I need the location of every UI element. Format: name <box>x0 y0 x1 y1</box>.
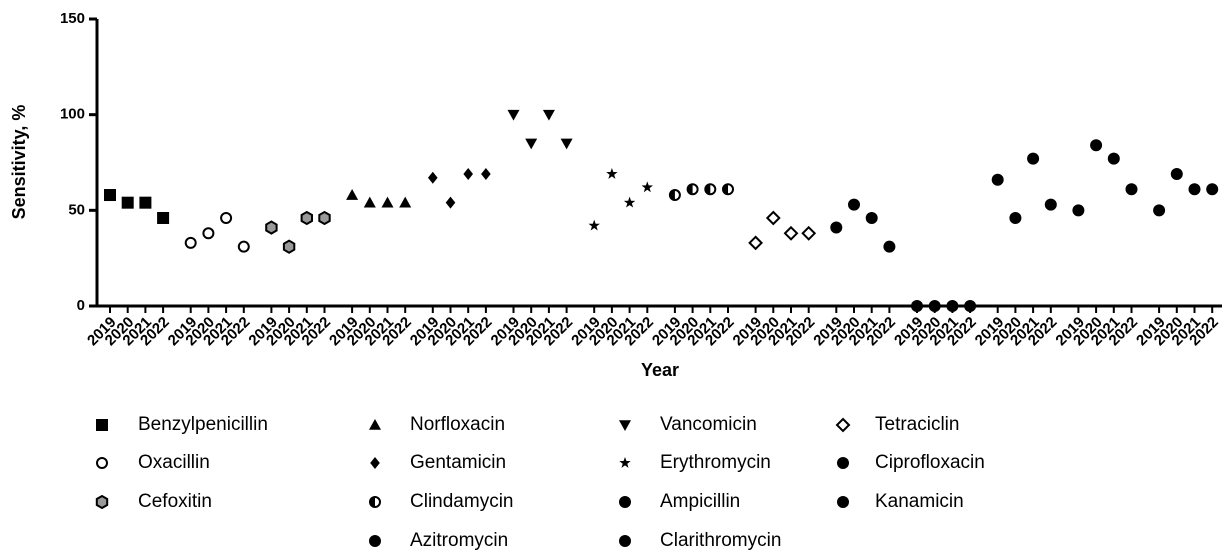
marker <box>1188 183 1201 196</box>
marker <box>1027 152 1040 165</box>
marker <box>428 171 438 184</box>
legend-label: Kanamicin <box>875 491 964 512</box>
marker <box>619 420 631 431</box>
marker <box>346 189 359 200</box>
y-tick-label: 0 <box>77 297 85 314</box>
marker <box>1206 183 1219 196</box>
marker <box>686 183 699 196</box>
marker-part <box>705 184 711 195</box>
marker <box>883 240 896 253</box>
marker <box>481 167 491 180</box>
marker <box>837 496 849 508</box>
marker <box>783 225 799 241</box>
marker <box>619 496 631 508</box>
legend-label: Ampicillin <box>660 491 740 512</box>
y-axis-title: Sensitivity, % <box>9 105 29 220</box>
legend-label: Cefoxitin <box>138 491 212 512</box>
x-axis-title: Year <box>641 360 679 380</box>
marker <box>202 227 215 240</box>
marker <box>139 196 152 209</box>
marker <box>463 167 473 180</box>
legend-label: Clarithromycin <box>660 530 781 551</box>
legend-label: Ciprofloxacin <box>875 452 985 473</box>
marker-part <box>370 497 375 507</box>
legend-label: Tetraciclin <box>875 414 959 435</box>
marker <box>619 535 631 547</box>
marker <box>369 535 381 547</box>
marker <box>525 138 538 150</box>
marker <box>95 494 109 510</box>
marker <box>1170 167 1183 180</box>
marker <box>1009 211 1022 224</box>
marker <box>1153 204 1166 217</box>
y-tick-label: 50 <box>68 201 85 218</box>
marker <box>96 419 108 431</box>
marker <box>282 239 296 254</box>
marker <box>641 181 654 193</box>
marker <box>704 183 717 196</box>
marker <box>830 221 843 234</box>
marker <box>837 457 849 469</box>
marker <box>964 300 977 312</box>
marker <box>237 240 250 253</box>
marker <box>619 457 631 468</box>
marker <box>1072 204 1085 217</box>
marker <box>928 300 941 312</box>
marker <box>835 417 851 433</box>
marker <box>265 220 278 235</box>
marker <box>991 173 1004 186</box>
marker <box>848 198 860 211</box>
marker <box>542 109 555 121</box>
marker <box>220 211 233 224</box>
marker-part <box>669 190 675 201</box>
marker <box>96 457 108 469</box>
y-tick-label: 100 <box>60 106 85 123</box>
marker-part <box>723 184 728 195</box>
legend-label: Gentamicin <box>410 452 506 473</box>
marker <box>363 196 376 208</box>
marker <box>300 210 313 226</box>
marker <box>946 300 959 312</box>
marker <box>318 210 331 226</box>
marker <box>121 196 134 209</box>
marker <box>588 219 600 231</box>
marker <box>1090 139 1103 152</box>
marker <box>1044 198 1057 211</box>
legend-label: Erythromycin <box>660 452 771 473</box>
marker <box>801 225 817 241</box>
marker <box>1107 152 1120 165</box>
marker <box>722 183 734 196</box>
marker <box>560 138 573 150</box>
marker <box>668 189 681 202</box>
y-tick-label: 150 <box>60 10 85 27</box>
legend-label: Oxacillin <box>138 452 210 473</box>
marker <box>184 236 197 249</box>
legend-label: Benzylpenicillin <box>138 414 268 435</box>
marker <box>865 211 878 224</box>
marker <box>606 167 618 179</box>
marker <box>157 211 170 224</box>
marker <box>445 196 456 209</box>
marker <box>748 235 764 251</box>
legend-label: Clindamycin <box>410 491 513 512</box>
marker <box>369 496 381 508</box>
marker <box>370 457 380 469</box>
marker <box>104 189 116 202</box>
marker <box>765 210 781 226</box>
marker <box>399 196 412 208</box>
marker <box>507 109 520 121</box>
marker <box>369 419 381 430</box>
marker <box>623 196 636 208</box>
marker <box>911 300 923 312</box>
marker-part <box>687 184 693 195</box>
legend-label: Norfloxacin <box>410 414 505 435</box>
marker <box>1125 183 1138 196</box>
marker <box>381 196 394 208</box>
legend-label: Vancomicin <box>660 414 757 435</box>
legend-label: Azitromycin <box>410 530 508 551</box>
